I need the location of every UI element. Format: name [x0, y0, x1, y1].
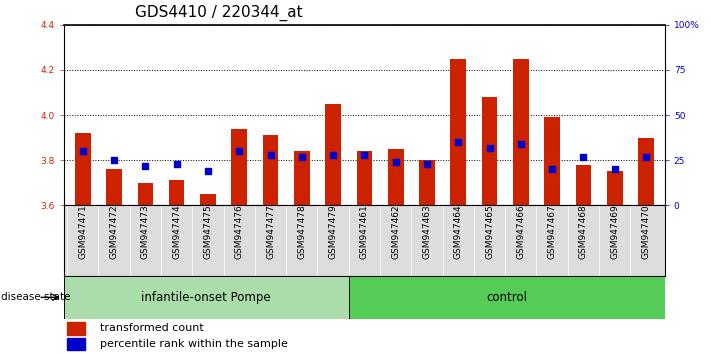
Point	[327, 152, 338, 158]
Point	[422, 161, 433, 167]
Point	[515, 141, 527, 147]
Point	[264, 152, 276, 158]
Point	[359, 152, 370, 158]
Bar	[67, 322, 85, 335]
Bar	[262, 135, 278, 205]
Bar	[294, 151, 309, 205]
Bar	[67, 338, 85, 350]
Bar	[169, 181, 184, 205]
Point	[641, 154, 652, 159]
Bar	[638, 138, 654, 205]
Bar	[356, 151, 373, 205]
Bar	[388, 149, 404, 205]
Text: transformed count: transformed count	[100, 323, 204, 333]
Bar	[451, 59, 466, 205]
Point	[108, 157, 119, 163]
Bar	[137, 183, 153, 205]
Point	[390, 159, 402, 165]
Point	[453, 139, 464, 145]
Bar	[325, 104, 341, 205]
Bar	[75, 133, 90, 205]
Point	[77, 148, 88, 154]
Point	[484, 145, 496, 150]
Bar	[576, 165, 592, 205]
Bar	[64, 276, 348, 319]
Text: percentile rank within the sample: percentile rank within the sample	[100, 339, 288, 349]
Point	[202, 168, 213, 174]
Point	[609, 166, 621, 172]
Text: GDS4410 / 220344_at: GDS4410 / 220344_at	[135, 5, 303, 21]
Bar	[106, 169, 122, 205]
Bar	[607, 171, 623, 205]
Point	[171, 161, 182, 167]
Bar	[231, 129, 247, 205]
Text: control: control	[486, 291, 527, 304]
Point	[578, 154, 589, 159]
Bar	[200, 194, 215, 205]
Text: disease state: disease state	[1, 292, 70, 302]
Bar	[545, 117, 560, 205]
Point	[547, 166, 558, 172]
Bar	[482, 97, 498, 205]
Bar	[348, 276, 665, 319]
Text: infantile-onset Pompe: infantile-onset Pompe	[141, 291, 271, 304]
Point	[296, 154, 307, 159]
Bar	[419, 160, 435, 205]
Bar	[513, 59, 529, 205]
Point	[233, 148, 245, 154]
Point	[139, 163, 151, 169]
